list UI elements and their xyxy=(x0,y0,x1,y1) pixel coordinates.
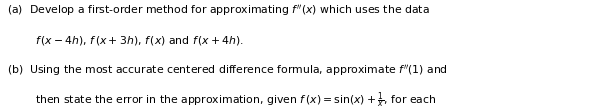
Text: $f\,(x-4h)$, $f\,(x+3h)$, $f\,(x)$ and $f\,(x+4h)$.: $f\,(x-4h)$, $f\,(x+3h)$, $f\,(x)$ and $… xyxy=(35,34,244,46)
Text: (a)  Develop a first-order method for approximating $f^{\prime\prime}(x)$ which : (a) Develop a first-order method for app… xyxy=(7,3,430,18)
Text: then state the error in the approximation, given $f\,(x) = \sin(x) + \frac{1}{x}: then state the error in the approximatio… xyxy=(35,90,436,109)
Text: (b)  Using the most accurate centered difference formula, approximate $f^{\prime: (b) Using the most accurate centered dif… xyxy=(7,63,448,78)
